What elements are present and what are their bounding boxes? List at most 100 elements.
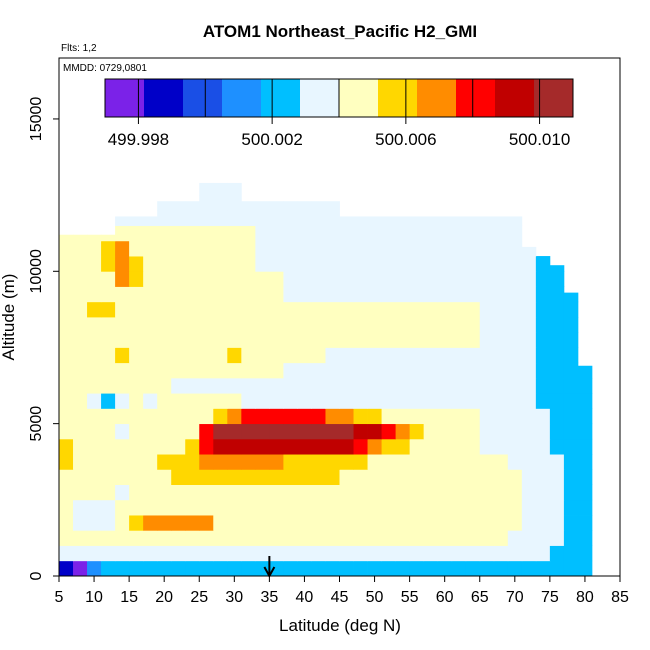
heatmap-cell [493, 377, 509, 394]
heatmap-cell [101, 484, 116, 501]
heatmap-cell [311, 454, 326, 470]
heatmap-cell [563, 393, 579, 409]
heatmap-cell [325, 423, 340, 440]
heatmap-cell [395, 469, 411, 485]
heatmap-cell [367, 286, 382, 303]
x-tick-label: 40 [296, 589, 314, 606]
heatmap-cell [157, 423, 172, 440]
heatmap-cell [115, 393, 130, 409]
heatmap-cell [185, 362, 200, 379]
heatmap-cell [283, 408, 298, 425]
heatmap-cell [521, 286, 537, 303]
heatmap-cell [451, 377, 467, 394]
heatmap-cell [325, 225, 340, 242]
heatmap-cell [199, 240, 214, 257]
x-tick-label: 10 [85, 589, 103, 606]
heatmap-cell [507, 256, 523, 272]
heatmap-cell [129, 515, 144, 531]
heatmap-cell [395, 423, 411, 440]
heatmap-cell [241, 362, 256, 379]
heatmap-cell [59, 438, 74, 455]
heatmap-cell [241, 286, 256, 303]
heatmap-cell [129, 216, 144, 226]
heatmap-cell [101, 240, 116, 257]
heatmap-cell [577, 365, 593, 379]
heatmap-cell [185, 499, 200, 516]
heatmap-cell [521, 423, 537, 440]
heatmap-cell [339, 317, 354, 333]
heatmap-cell [115, 499, 130, 516]
heatmap-cell [381, 515, 396, 531]
heatmap-cell [87, 377, 102, 394]
heatmap-cell [465, 454, 481, 470]
heatmap-cell [129, 530, 144, 546]
heatmap-cell [479, 484, 495, 501]
heatmap-cell [507, 469, 523, 485]
heatmap-cell [465, 317, 481, 333]
heatmap-cell [269, 408, 284, 425]
heatmap-cell [395, 530, 411, 546]
heatmap-cell [395, 484, 411, 501]
heatmap-cell [521, 362, 537, 379]
heatmap-cell [353, 469, 368, 485]
heatmap-cell [101, 560, 116, 577]
heatmap-cell [199, 560, 214, 577]
y-tick-label: 5000 [28, 406, 45, 442]
heatmap-cell [353, 393, 368, 409]
heatmap-cell [171, 530, 186, 546]
heatmap-cell [87, 332, 102, 348]
heatmap-cell [185, 438, 200, 455]
heatmap-cell [185, 332, 200, 348]
heatmap-cell [199, 332, 214, 348]
heatmap-cell [465, 301, 481, 318]
heatmap-cell [143, 216, 158, 226]
flights-note: Flts: 1,2 [61, 43, 97, 54]
heatmap-cell [409, 377, 425, 394]
heatmap-cell [59, 286, 74, 303]
heatmap-cell [297, 423, 312, 440]
heatmap-cell [185, 560, 200, 577]
heatmap-cell [367, 469, 382, 485]
heatmap-cell [367, 560, 382, 577]
heatmap-cell [423, 393, 439, 409]
heatmap-cell [437, 499, 453, 516]
heatmap-cell [493, 225, 509, 242]
colorbar-segment [300, 79, 340, 117]
heatmap-cell [143, 347, 158, 364]
heatmap-cell [115, 560, 130, 577]
heatmap-cell [451, 332, 467, 348]
heatmap-cell [59, 560, 74, 577]
heatmap-cell [535, 286, 551, 303]
heatmap-cell [367, 317, 382, 333]
heatmap-cell [563, 292, 579, 303]
heatmap-cell [185, 201, 200, 211]
heatmap-cell [73, 408, 88, 425]
heatmap-cell [409, 484, 425, 501]
heatmap-cell [339, 225, 354, 242]
heatmap-cell [423, 454, 439, 470]
heatmap-cell [381, 256, 396, 272]
heatmap-cell [451, 271, 467, 287]
heatmap-cell [297, 317, 312, 333]
heatmap-cell [423, 438, 439, 455]
heatmap-cell [185, 423, 200, 440]
heatmap-cell [115, 423, 130, 440]
heatmap-cell [507, 240, 523, 257]
heatmap-cell [353, 216, 368, 226]
heatmap-cell [241, 515, 256, 531]
heatmap-cell [227, 515, 242, 531]
heatmap-cell [395, 271, 411, 287]
heatmap-cell [479, 530, 495, 546]
heatmap-cell [87, 317, 102, 333]
heatmap-cell [311, 423, 326, 440]
heatmap-cell [59, 393, 74, 409]
heatmap-cell [73, 377, 88, 394]
heatmap-cell [255, 454, 270, 470]
heatmap-cell [465, 423, 481, 440]
heatmap-cell [115, 317, 130, 333]
heatmap-cell [563, 530, 579, 546]
heatmap-cell [143, 530, 158, 546]
heatmap-cell [339, 377, 354, 394]
heatmap-cell [409, 515, 425, 531]
heatmap-cell [311, 347, 326, 364]
